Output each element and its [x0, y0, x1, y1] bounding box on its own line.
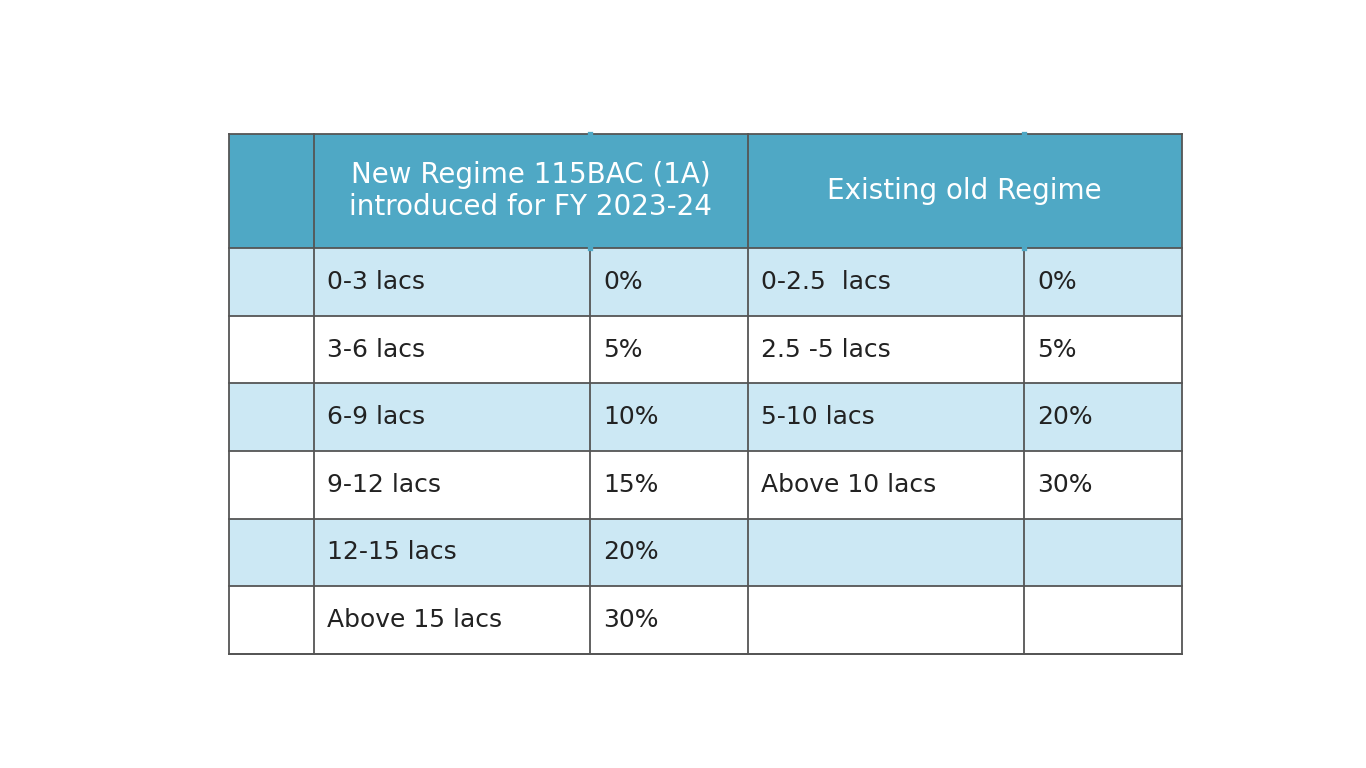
Text: 30%: 30% [1038, 473, 1093, 497]
Bar [1023, 383, 1182, 451]
Bar [229, 518, 314, 586]
Bar [229, 586, 314, 654]
Bar [314, 316, 590, 383]
Bar [1023, 248, 1182, 316]
Text: 0-2.5  lacs: 0-2.5 lacs [761, 270, 891, 294]
Text: 5-10 lacs: 5-10 lacs [761, 406, 876, 429]
Text: 20%: 20% [1038, 406, 1093, 429]
Text: 3-6 lacs: 3-6 lacs [328, 337, 425, 362]
Text: 2.5 -5 lacs: 2.5 -5 lacs [761, 337, 891, 362]
Text: Existing old Regime: Existing old Regime [828, 177, 1102, 205]
Bar [747, 134, 1182, 248]
Text: 12-15 lacs: 12-15 lacs [328, 541, 458, 564]
Text: 5%: 5% [1038, 337, 1076, 362]
Text: 30%: 30% [604, 608, 658, 632]
Bar [590, 518, 747, 586]
Text: 5%: 5% [604, 337, 643, 362]
Bar [314, 248, 590, 316]
Bar [314, 518, 590, 586]
Bar [590, 248, 747, 316]
Bar [229, 316, 314, 383]
Text: 0-3 lacs: 0-3 lacs [328, 270, 425, 294]
Bar [747, 248, 1023, 316]
Bar [229, 383, 314, 451]
Bar [229, 451, 314, 518]
Text: 15%: 15% [604, 473, 658, 497]
Bar [1023, 316, 1182, 383]
Text: 20%: 20% [604, 541, 658, 564]
Bar [747, 586, 1023, 654]
Bar [314, 383, 590, 451]
Text: 9-12 lacs: 9-12 lacs [328, 473, 441, 497]
Bar [314, 451, 590, 518]
Bar [1023, 451, 1182, 518]
Bar [590, 383, 747, 451]
Text: New Regime 115BAC (1A)
introduced for FY 2023-24: New Regime 115BAC (1A) introduced for FY… [350, 161, 712, 221]
Bar [747, 451, 1023, 518]
Bar [747, 518, 1023, 586]
Bar [590, 316, 747, 383]
Bar [590, 451, 747, 518]
Bar [590, 586, 747, 654]
Text: Above 15 lacs: Above 15 lacs [328, 608, 503, 632]
Text: 0%: 0% [604, 270, 643, 294]
Bar [747, 383, 1023, 451]
Bar [1023, 586, 1182, 654]
Bar [1023, 518, 1182, 586]
Text: 10%: 10% [604, 406, 658, 429]
Text: 0%: 0% [1038, 270, 1078, 294]
Bar [747, 316, 1023, 383]
Bar [229, 134, 314, 248]
Bar [314, 134, 747, 248]
Bar [229, 248, 314, 316]
Text: 6-9 lacs: 6-9 lacs [328, 406, 425, 429]
Text: Above 10 lacs: Above 10 lacs [761, 473, 937, 497]
Bar [314, 586, 590, 654]
